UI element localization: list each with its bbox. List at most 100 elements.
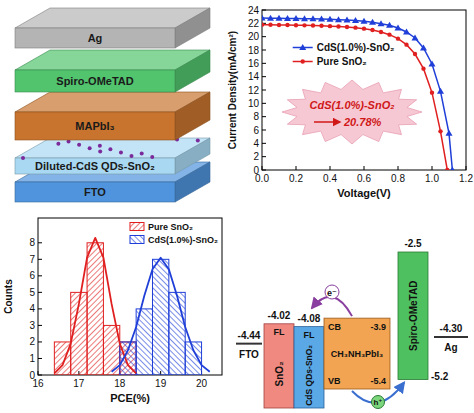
marker (301, 15, 308, 21)
y-tick-label: 1 (29, 353, 35, 364)
band-name: CB (328, 322, 341, 332)
y-tick-label: 24 (248, 5, 260, 16)
hole-label: h⁺ (373, 398, 382, 407)
y-tick-label: 6 (253, 125, 259, 136)
x-tick (432, 166, 433, 170)
legend-swatch (130, 236, 144, 244)
hist-bar (185, 342, 201, 375)
jv-data (262, 15, 456, 171)
y-tick-label: 14 (248, 71, 260, 82)
device-stack: FTODiluted-CdS QDs-SnO₂MAPbI₃Spiro-OMeTA… (15, 8, 210, 202)
y-tick (38, 259, 42, 260)
marker (379, 30, 383, 34)
x-tick-label: 0.8 (391, 173, 405, 184)
jv-curve (262, 18, 452, 170)
y-tick (262, 116, 266, 117)
x-tick (398, 166, 399, 170)
electron-arrow (312, 297, 352, 316)
electron-label: e⁻ (327, 288, 337, 298)
legend-swatch (130, 223, 144, 231)
layer-front (15, 70, 175, 92)
y-axis-title: Current Density(mA/cm²) (227, 31, 238, 149)
gaussian-fit (112, 258, 210, 372)
y-tick (262, 143, 266, 144)
x-axis-title: Voltage(V) (337, 187, 391, 199)
y-tick (38, 358, 42, 359)
marker (369, 19, 376, 25)
y-tick (38, 242, 42, 243)
legend: Pure SnO₂ CdS(1.0%)-SnO₂ (130, 222, 218, 245)
marker (421, 66, 425, 70)
marker (267, 15, 274, 21)
quantum-dot (77, 143, 81, 147)
layer-name: SnO₂ (274, 361, 285, 386)
y-tick-label: 10 (248, 98, 260, 109)
legend-marker (299, 44, 306, 50)
layer-side (175, 50, 210, 92)
layer-front (15, 112, 175, 140)
marker (293, 15, 300, 21)
plot-frame (38, 218, 222, 375)
quantum-dot (98, 150, 102, 154)
marker (420, 45, 427, 51)
y-tick (262, 156, 266, 157)
figure: FTODiluted-CdS QDs-SnO₂MAPbI₃Spiro-OMeTA… (0, 0, 474, 413)
histogram-data (54, 238, 209, 375)
level-label: -5.4 (370, 376, 386, 386)
gaussian-fit (54, 238, 136, 374)
quantum-dot (196, 138, 200, 142)
y-tick (38, 375, 42, 376)
quantum-dot (21, 156, 25, 160)
x-tick-label: 0.4 (323, 173, 337, 184)
y-tick (38, 292, 42, 293)
quantum-dot (88, 146, 92, 150)
x-tick-label: 17 (73, 378, 85, 389)
marker (378, 20, 385, 26)
marker (413, 52, 417, 56)
level-label: -3.9 (370, 322, 386, 332)
y-tick-label: 8 (29, 237, 35, 248)
marker (429, 61, 436, 67)
hole-badge (372, 396, 385, 409)
marker (268, 23, 272, 27)
legend-label: Pure SnO₂ (148, 222, 193, 232)
marker (284, 15, 291, 21)
layer-side (175, 8, 210, 48)
y-tick (262, 76, 266, 77)
y-tick-label: 18 (248, 45, 260, 56)
fermi-label: FL (274, 327, 285, 337)
y-tick (262, 130, 266, 131)
quantum-dot (150, 155, 154, 159)
annotation-arrow (314, 121, 340, 123)
quantum-dot (119, 151, 123, 155)
marker (403, 29, 410, 35)
legend-label: Pure SnO₂ (317, 56, 367, 67)
marker (327, 16, 334, 22)
marker (387, 32, 391, 36)
marker (302, 23, 306, 27)
layer-side (175, 92, 210, 140)
x-tick-label: 19 (155, 378, 167, 389)
marker (430, 90, 434, 94)
level-label: -2.5 (404, 238, 422, 249)
y-tick-label: 2 (253, 151, 259, 162)
annotation-value: 20.78% (343, 116, 382, 128)
energy-diagram: -4.44FTO-4.02FLSnO₂-4.08FLCdS QDs-SnO₂CB… (236, 238, 468, 409)
y-tick-label: 3 (29, 320, 35, 331)
annotation-text: CdS(1.0%)-SnO₂ (310, 99, 395, 111)
marker (310, 15, 317, 21)
y-axis-title: Counts (3, 279, 14, 314)
electron-badge (325, 285, 339, 299)
layer-label: Spiro-OMeTAD (56, 75, 133, 87)
y-tick (262, 10, 266, 11)
marker (276, 15, 283, 21)
hist-bar (87, 243, 103, 375)
y-tick (262, 50, 266, 51)
y-tick-label: 4 (253, 138, 259, 149)
marker (352, 17, 359, 23)
layer-name: Spiro-OMeTAD (408, 281, 419, 351)
marker (445, 168, 449, 170)
perovskite-box (324, 318, 390, 389)
legend-label: CdS(1.0%)-SnO₂ (148, 235, 218, 245)
x-tick-label: 1.2 (459, 173, 473, 184)
